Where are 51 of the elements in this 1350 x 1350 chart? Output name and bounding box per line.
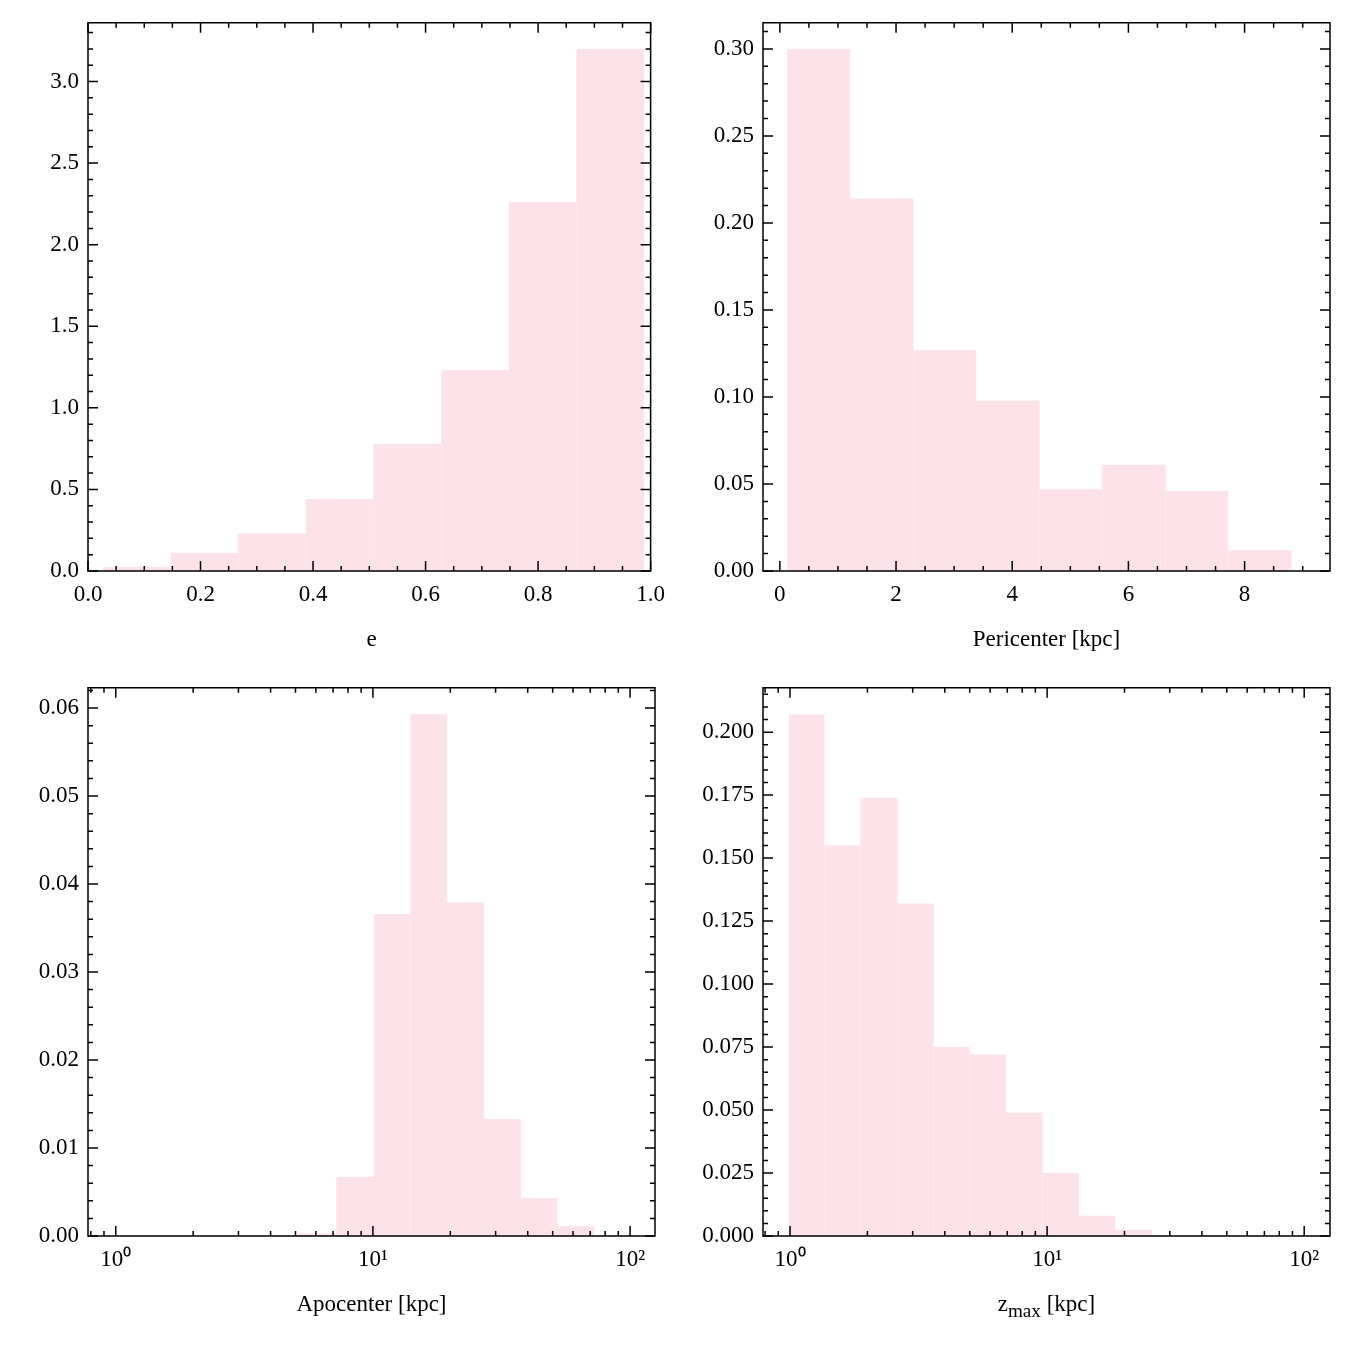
y-tick-label: 0.025 [702,1159,754,1185]
x-axis-title: Apocenter [kpc] [295,1291,448,1317]
x-tick-label: 4 [1006,580,1019,606]
y-tick-label: 0.00 [38,1222,79,1248]
y-tick-label: 0.25 [713,121,754,147]
x-tick-label: 2 [890,580,902,606]
x-tick-label: 10² [1289,1245,1320,1271]
x-tick-label: 10¹ [357,1245,388,1271]
y-tick-label: 0.20 [713,208,754,234]
x-tick-label: 10¹ [1032,1245,1063,1271]
y-tick-label: 0.050 [702,1096,754,1122]
x-tick-label: 0.8 [523,580,553,606]
y-tick-label: 0.02 [38,1046,79,1072]
y-tick-label: 0.5 [50,475,79,501]
y-tick-label: 3.0 [50,67,79,93]
y-tick-label: 0.01 [38,1134,79,1160]
y-tick-label: 0.15 [713,296,754,321]
x-axis-title: z$_{max}$ [kpc] [996,1291,1097,1322]
x-tick-label: 0.2 [186,580,215,606]
y-tick-label: 0.175 [702,781,754,807]
y-tick-label: 0.075 [702,1033,754,1059]
x-tick-label: 1.0 [636,580,665,606]
x-tick-label: 0.4 [298,580,328,606]
x-tick-label: 10⁰ [774,1245,806,1271]
x-tick-label: 0 [774,580,786,606]
y-tick-label: 0.05 [38,782,79,808]
y-tick-label: 1.0 [50,393,79,419]
x-tick-label: 8 [1238,580,1251,606]
x-axis-title: e [365,626,378,652]
x-tick-label: 10² [615,1245,646,1271]
x-tick-label: 10⁰ [100,1245,132,1271]
y-tick-label: 0.125 [702,907,754,933]
y-tick-label: 0.10 [713,383,754,409]
y-tick-label: 0.150 [702,844,754,870]
x-axis-title: Pericenter [kpc] [971,626,1122,652]
y-tick-label: 2.0 [50,230,79,256]
x-tick-label: 0.0 [73,580,103,606]
y-tick-label: 1.5 [50,312,79,338]
y-tick-label: 0.30 [713,34,754,60]
y-tick-label: 0.0 [50,557,79,583]
y-tick-label: 0.00 [713,557,754,583]
y-tick-label: 0.05 [713,470,754,496]
x-tick-label: 6 [1122,580,1135,606]
y-tick-label: 0.200 [702,718,754,744]
y-tick-label: 0.03 [38,958,79,984]
y-tick-label: 0.100 [702,970,754,996]
y-tick-label: 0.04 [38,870,80,896]
y-tick-label: 0.06 [38,694,79,720]
x-tick-label: 0.6 [411,580,440,606]
y-tick-label: 2.5 [50,149,79,175]
y-tick-label: 0.000 [702,1222,754,1248]
